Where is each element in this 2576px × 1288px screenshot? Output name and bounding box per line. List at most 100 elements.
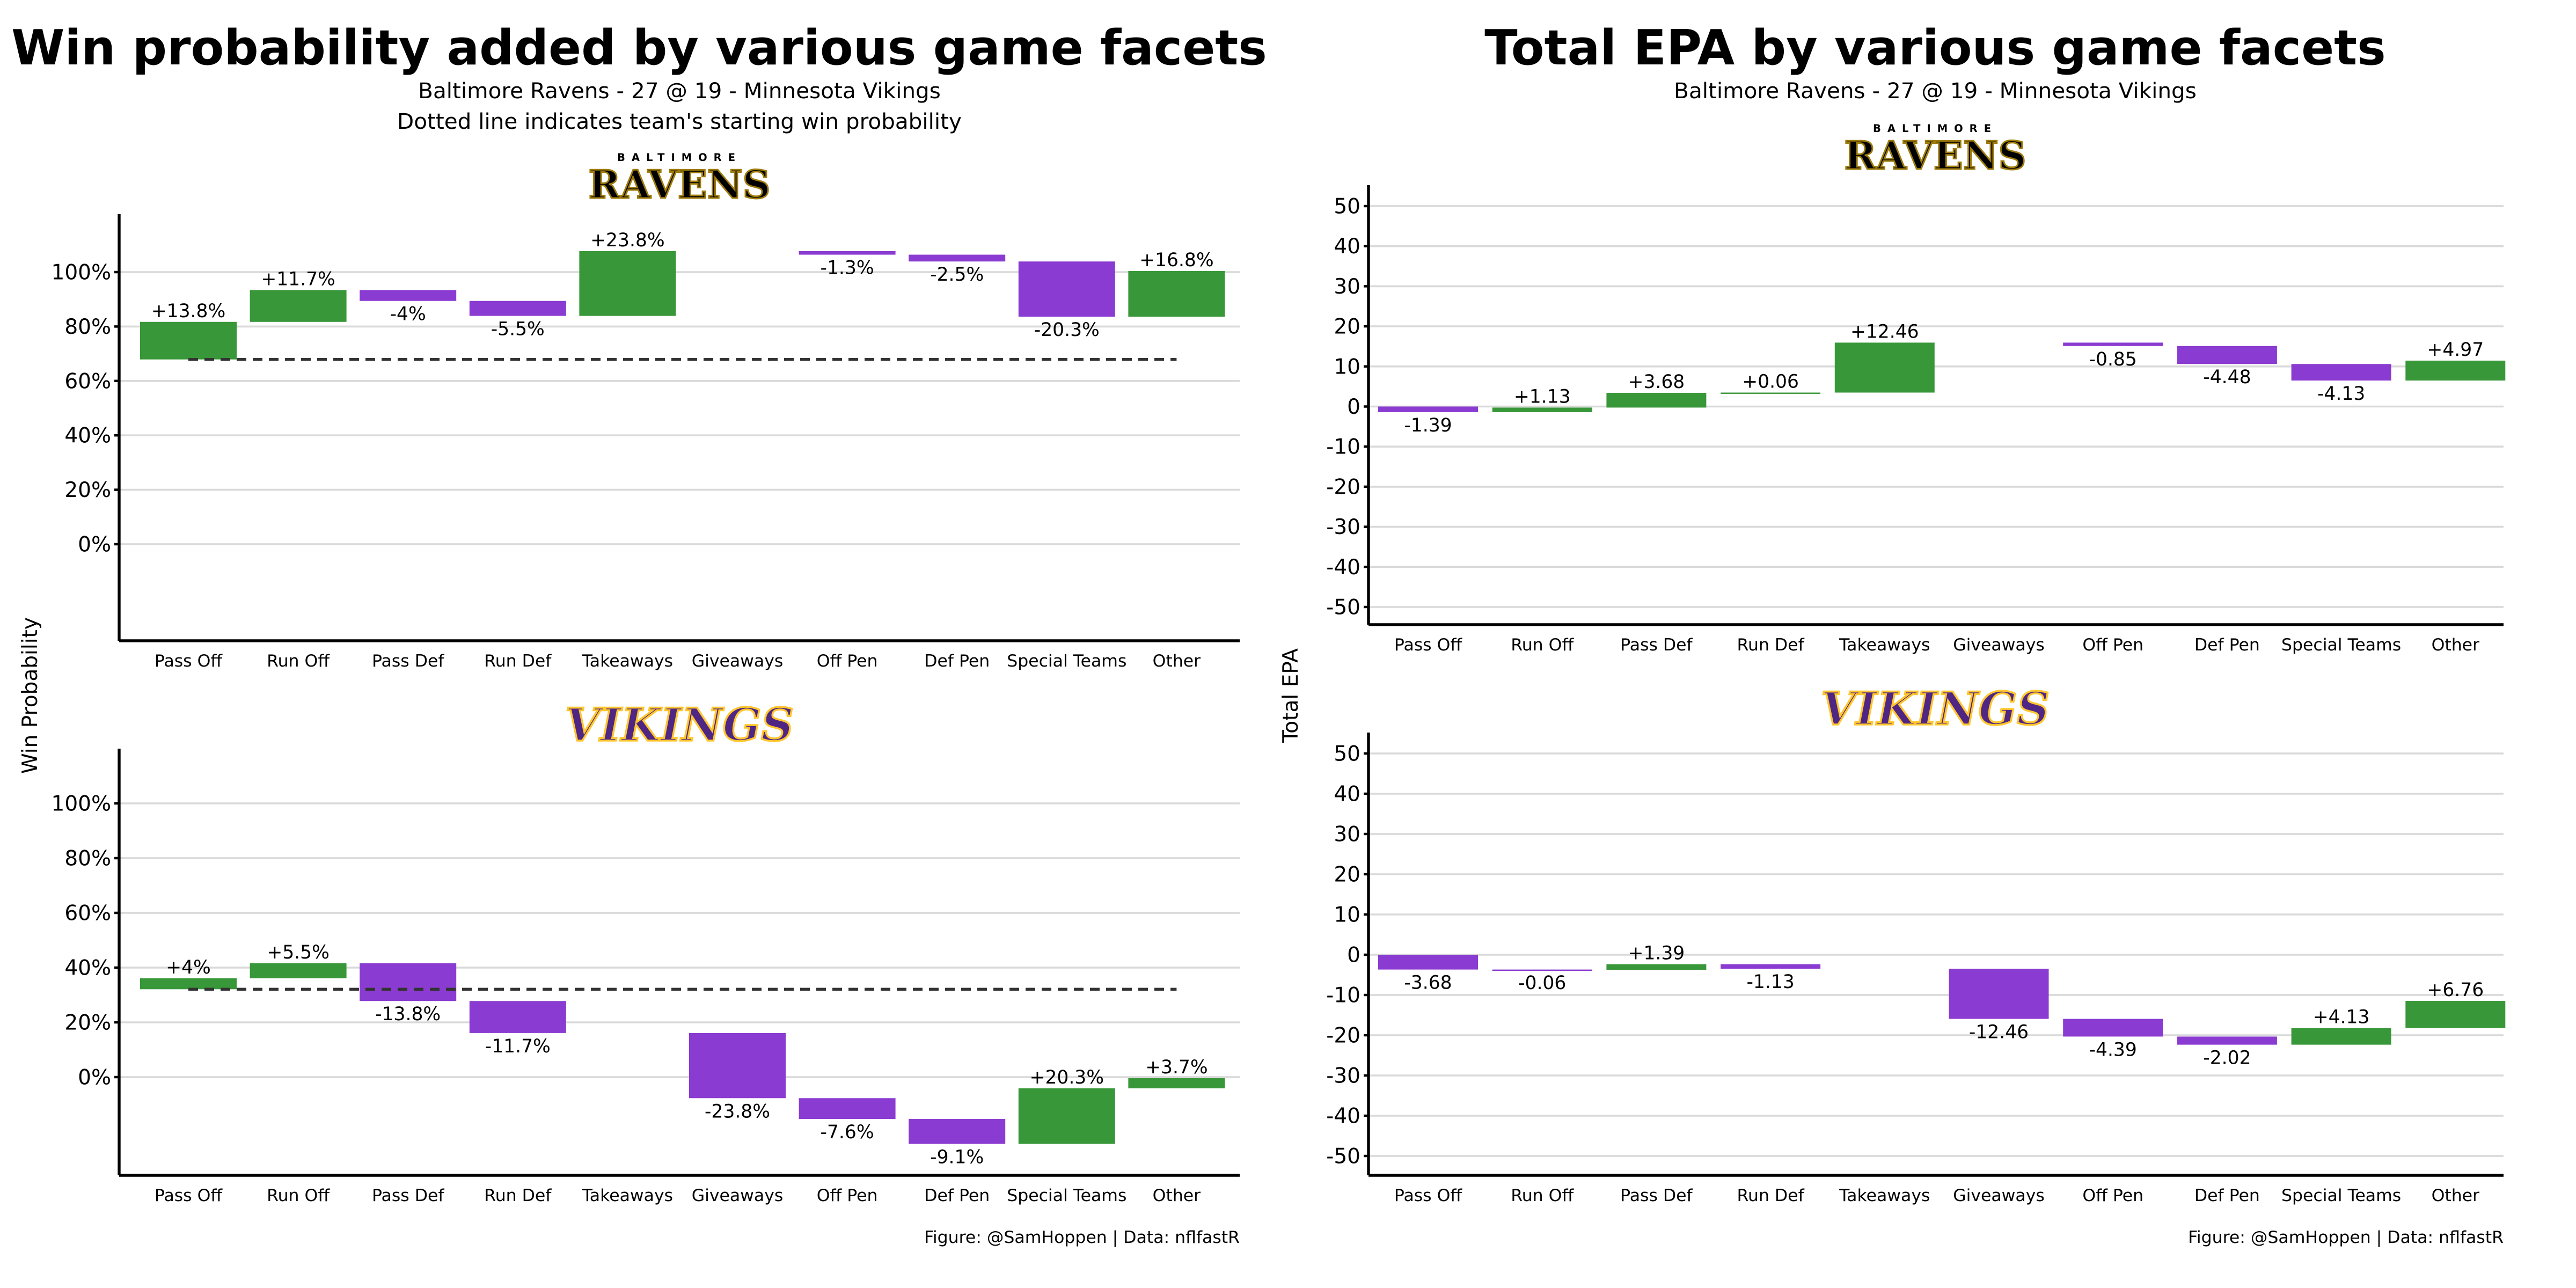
x-tick-label: Special Teams xyxy=(2281,1186,2401,1205)
y-tick-label: 0 xyxy=(1347,943,1360,968)
bar-def-pen xyxy=(2177,1036,2277,1045)
y-tick-label: -40 xyxy=(1326,1104,1360,1129)
right-caption: Figure: @SamHoppen | Data: nflfastR xyxy=(2188,1228,2504,1247)
bar-special-teams xyxy=(2291,364,2391,381)
data-label: +11.7% xyxy=(261,268,335,290)
y-tick-label: 60% xyxy=(64,369,111,393)
bar-pass-off xyxy=(140,321,237,360)
data-label: +13.8% xyxy=(151,301,226,322)
y-tick-label: -10 xyxy=(1326,984,1360,1008)
svg-text:VIKINGS: VIKINGS xyxy=(1821,682,2050,735)
bar-run-def xyxy=(1721,964,1821,969)
x-tick-label: Off Pen xyxy=(817,652,878,671)
right-subtitle-1: Baltimore Ravens - 27 @ 19 - Minnesota V… xyxy=(1674,78,2197,104)
x-tick-label: Def Pen xyxy=(2194,1186,2260,1205)
y-tick-label: 10 xyxy=(1334,903,1360,927)
bar-run-off xyxy=(250,963,347,978)
y-tick-label: 0% xyxy=(78,1066,111,1090)
x-tick-label: Run Def xyxy=(484,1186,552,1205)
y-tick-label: 30 xyxy=(1334,823,1360,847)
x-tick-label: Pass Def xyxy=(1620,1186,1693,1205)
x-tick-label: Pass Def xyxy=(372,1186,444,1205)
x-tick-label: Other xyxy=(1153,1186,1201,1205)
data-label: +16.8% xyxy=(1139,250,1214,271)
data-label: -23.8% xyxy=(705,1101,770,1122)
bar-giveaways xyxy=(689,1033,786,1099)
data-label: +4% xyxy=(166,957,211,978)
data-label: +5.5% xyxy=(267,942,330,963)
data-label: -0.85 xyxy=(2089,349,2137,370)
data-label: -2.5% xyxy=(930,264,984,286)
bar-pass-def xyxy=(360,963,457,1001)
svg-text:RAVENS: RAVENS xyxy=(588,162,770,207)
epa-ravens-panel: -50 -40 -30 -20 -10 0 10 20 30 40 50 Pass Off Run Of… xyxy=(1326,185,2506,655)
wpa-ravens-panel: 0% 20% 40% 60% 80% 100% Pass Off Run Off Pass De… xyxy=(52,214,1240,671)
svg-text:VIKINGS: VIKINGS xyxy=(565,698,794,751)
x-tick-label: Takeaways xyxy=(1839,1186,1930,1205)
y-tick-label: 40 xyxy=(1334,782,1360,807)
data-label: +20.3% xyxy=(1030,1067,1104,1088)
bar-other xyxy=(2405,1000,2506,1028)
y-tick-label: 40% xyxy=(64,424,111,448)
x-tick-label: Pass Def xyxy=(372,652,444,671)
bar-other xyxy=(1128,1078,1225,1088)
data-label: +4.97 xyxy=(2427,339,2484,361)
x-tick-label: Off Pen xyxy=(2082,1186,2143,1205)
x-tick-label: Takeaways xyxy=(582,1186,673,1205)
y-tick-label: -30 xyxy=(1326,515,1360,539)
bar-pass-off xyxy=(140,978,237,990)
x-tick-label: Pass Off xyxy=(1394,1186,1463,1205)
left-caption: Figure: @SamHoppen | Data: nflfastR xyxy=(924,1228,1240,1247)
x-tick-label: Run Off xyxy=(1511,635,1574,655)
x-tick-label: Other xyxy=(2432,1186,2479,1205)
y-tick-label: 10 xyxy=(1334,355,1360,379)
y-tick-label: -30 xyxy=(1326,1064,1360,1088)
y-tick-label: 80% xyxy=(64,315,111,339)
data-label: +1.13 xyxy=(1514,386,1571,407)
bar-giveaways xyxy=(1949,969,2049,1019)
y-tick-label: 20% xyxy=(64,478,111,502)
right-title: Total EPA by various game facets xyxy=(1484,20,2385,76)
data-label: +3.68 xyxy=(1628,371,1685,393)
bar-run-def xyxy=(469,1001,566,1033)
x-tick-label: Other xyxy=(2432,635,2479,655)
bar-special-teams xyxy=(2291,1028,2391,1045)
x-tick-label: Run Off xyxy=(1511,1186,1574,1205)
data-label: -13.8% xyxy=(375,1004,441,1025)
y-tick-label: -50 xyxy=(1326,1145,1360,1169)
data-label: +6.76 xyxy=(2427,979,2484,1001)
right-y-axis-title: Total EPA xyxy=(1279,648,1303,743)
data-label: -7.6% xyxy=(821,1122,874,1143)
bar-other xyxy=(2405,360,2506,381)
x-tick-label: Def Pen xyxy=(924,1186,990,1205)
y-tick-label: 20 xyxy=(1334,315,1360,339)
bar-pass-off xyxy=(1378,406,1478,412)
x-tick-label: Special Teams xyxy=(1007,652,1126,671)
ravens-logo-left: BALTIMORE RAVENS xyxy=(588,151,771,208)
data-label: -4.13 xyxy=(2317,383,2365,405)
bar-run-off xyxy=(1492,969,1592,971)
bar-run-def xyxy=(1721,392,1821,394)
data-label: -2.02 xyxy=(2203,1048,2251,1069)
data-label: -4% xyxy=(390,304,426,325)
x-tick-label: Giveaways xyxy=(692,1186,784,1205)
vikings-logo-left: VIKINGS xyxy=(564,697,795,752)
data-label: +23.8% xyxy=(590,230,665,251)
y-tick-label: 40 xyxy=(1334,235,1360,259)
bar-pass-def xyxy=(360,290,457,301)
y-tick-label: 50 xyxy=(1334,195,1360,219)
y-tick-label: 80% xyxy=(64,847,111,871)
bar-run-off xyxy=(1492,407,1592,412)
left-subtitle-1: Baltimore Ravens - 27 @ 19 - Minnesota V… xyxy=(418,78,941,104)
y-tick-label: 40% xyxy=(64,956,111,980)
x-tick-label: Special Teams xyxy=(2281,635,2401,655)
svg-text:RAVENS: RAVENS xyxy=(1844,133,2026,178)
data-label: +4.13 xyxy=(2313,1007,2370,1028)
vikings-logo-right: VIKINGS xyxy=(1820,681,2051,736)
x-tick-label: Other xyxy=(1153,652,1201,671)
x-tick-label: Pass Def xyxy=(1620,635,1693,655)
data-label: -4.48 xyxy=(2203,367,2251,388)
x-tick-label: Run Def xyxy=(1737,635,1805,655)
x-tick-label: Giveaways xyxy=(1953,635,2045,655)
bar-pass-def xyxy=(1606,392,1707,408)
